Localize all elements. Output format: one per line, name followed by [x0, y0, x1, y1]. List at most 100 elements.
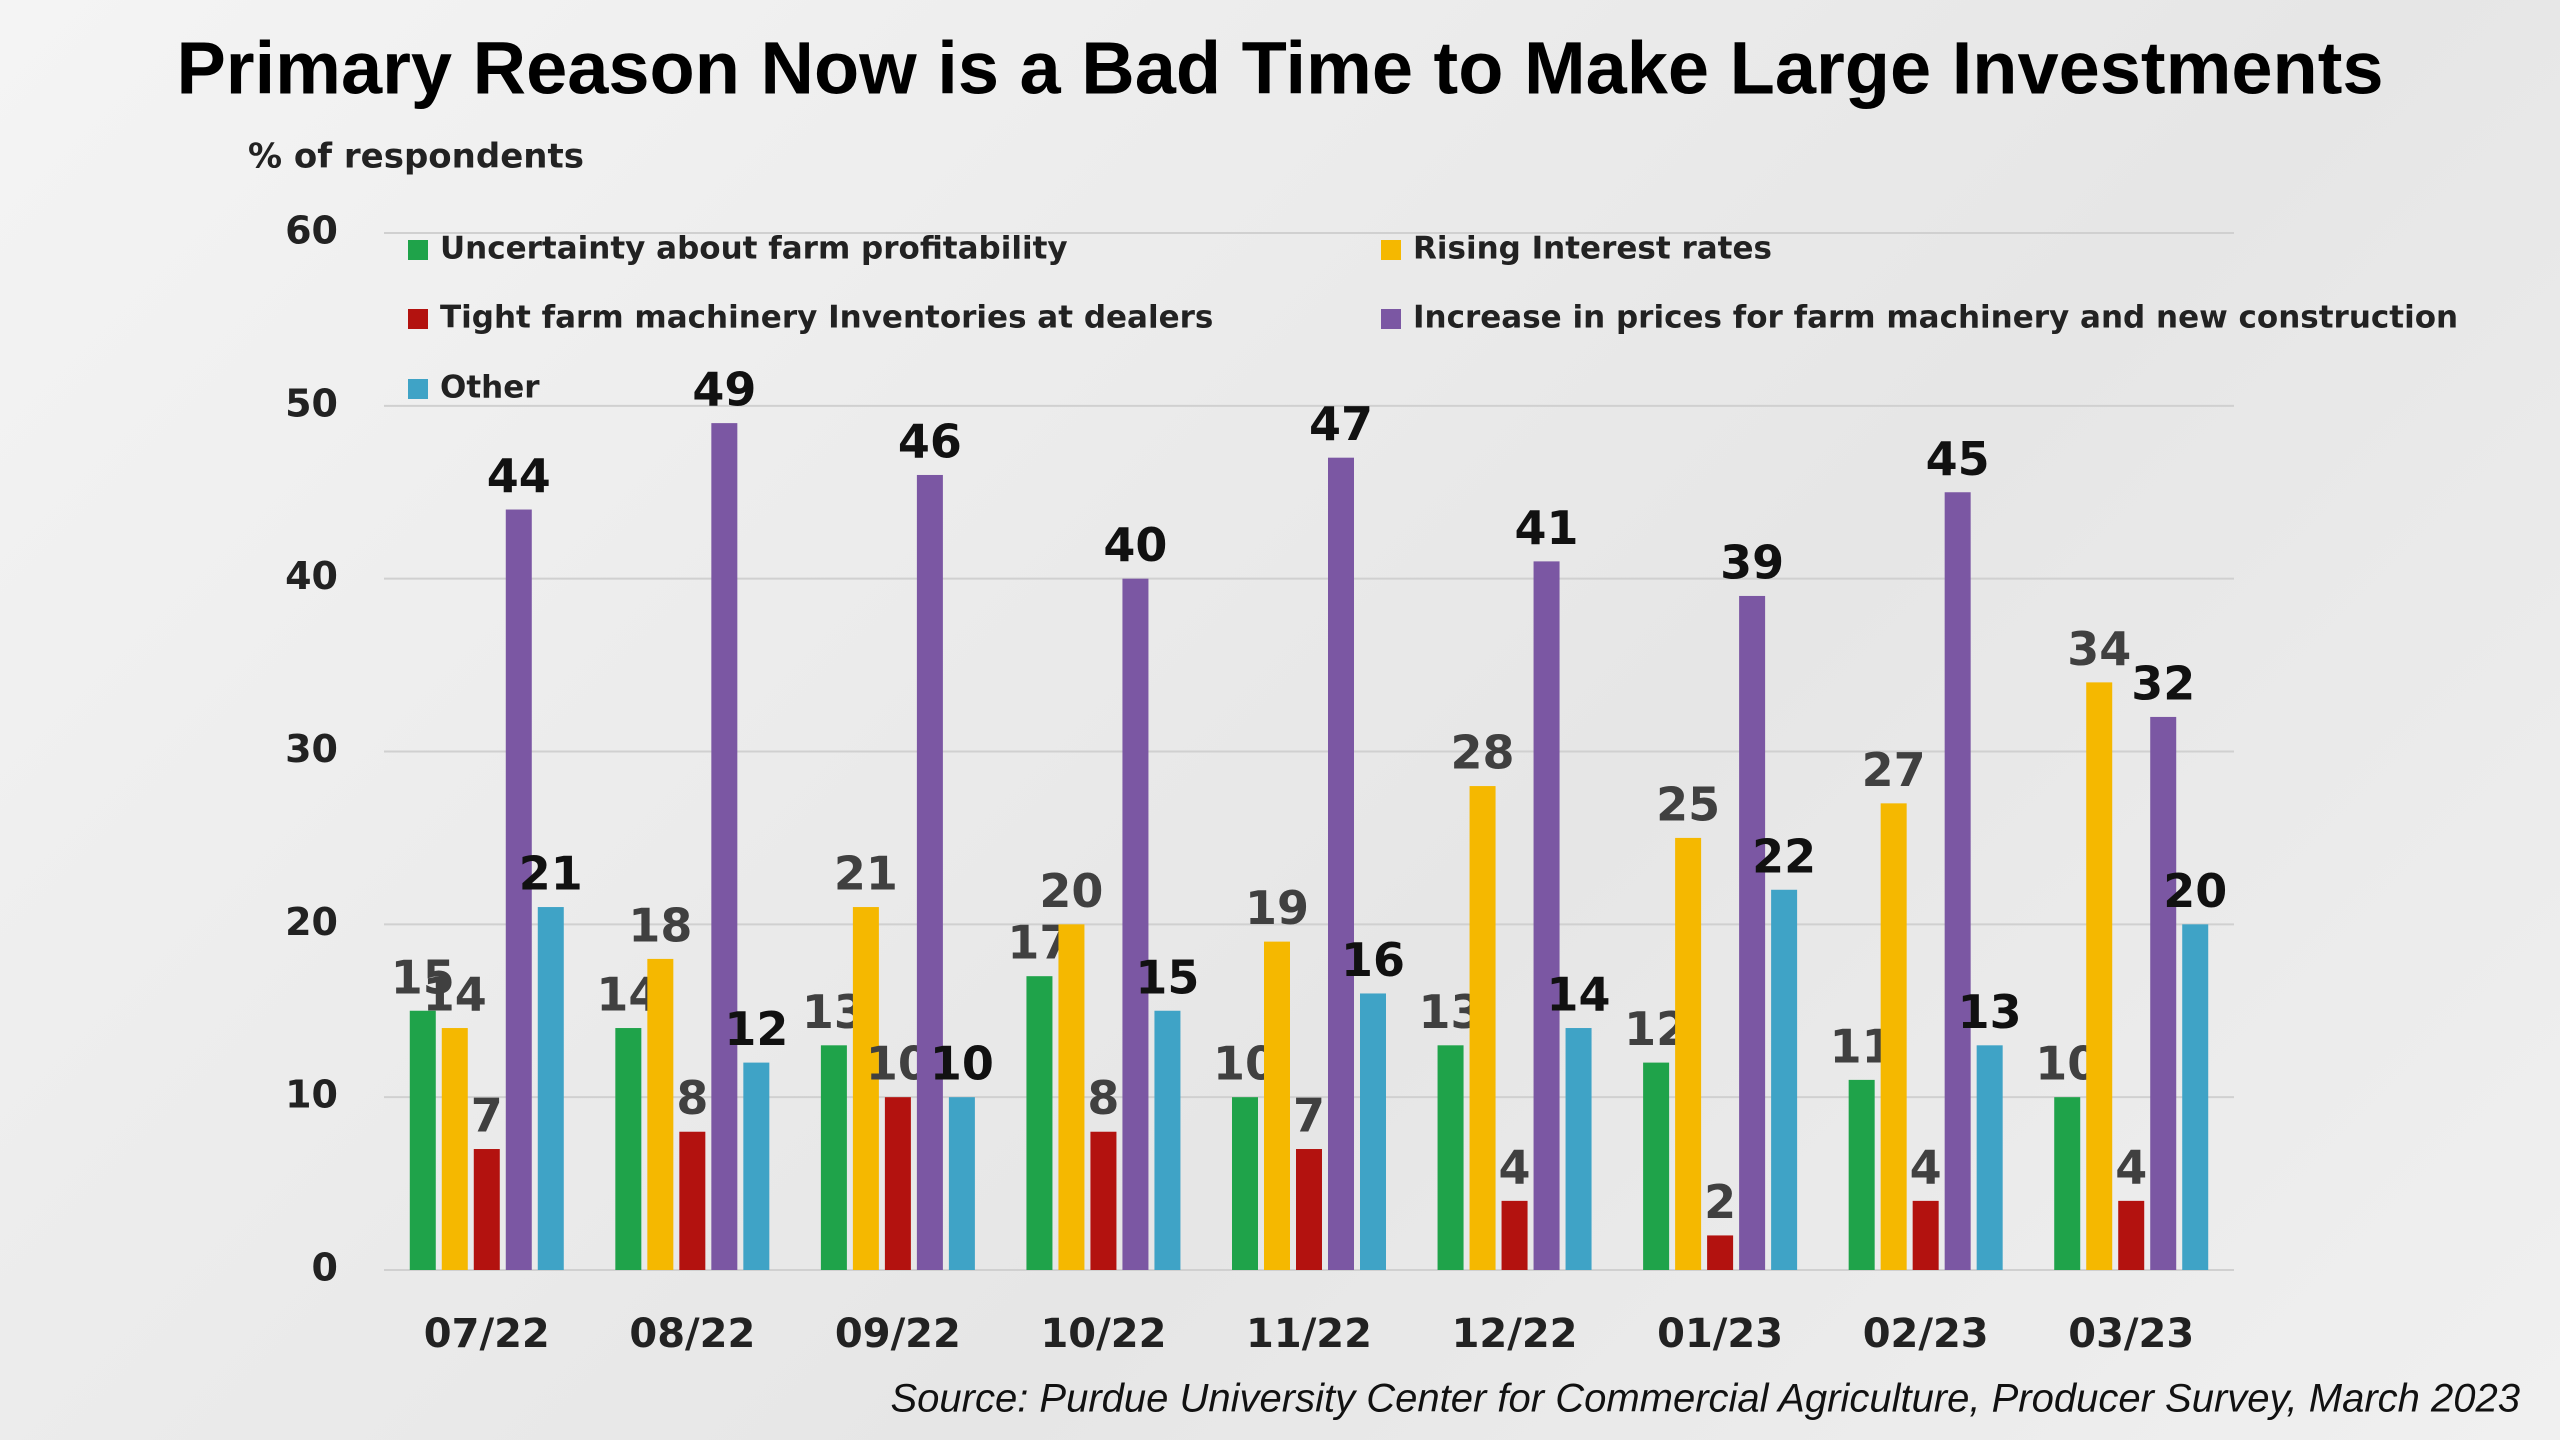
bar [1264, 941, 1290, 1270]
y-tick-label: 50 [285, 381, 338, 425]
bar [2150, 716, 2177, 1270]
data-label: 20 [2163, 864, 2227, 918]
bar [615, 1028, 642, 1270]
bar [1360, 993, 1386, 1270]
data-label: 10 [930, 1037, 994, 1091]
data-label: 15 [391, 950, 455, 1004]
x-tick-label: 10/22 [1040, 1311, 1166, 1357]
legend-label: Uncertainty about farm profitability [440, 231, 1068, 267]
data-label: 28 [1451, 726, 1515, 780]
data-label: 19 [1245, 881, 1309, 935]
legend-swatch [408, 379, 428, 399]
legend-swatch [408, 240, 428, 260]
data-label: 25 [1656, 777, 1720, 831]
data-label: 7 [1293, 1089, 1325, 1143]
bar [1880, 803, 1907, 1270]
bar [1154, 1010, 1181, 1270]
bar [473, 1149, 500, 1270]
bar [537, 907, 564, 1270]
legend-swatch [1381, 309, 1401, 329]
bar [1565, 1028, 1592, 1270]
x-tick-label: 07/22 [424, 1311, 550, 1357]
data-label: 18 [628, 898, 692, 952]
bar [1058, 924, 1085, 1270]
data-label: 21 [834, 847, 898, 901]
legend-swatch [1381, 240, 1401, 260]
data-label: 39 [1720, 535, 1784, 589]
bar [1296, 1149, 1322, 1270]
bar [1976, 1045, 2003, 1270]
y-tick-label: 0 [312, 1246, 338, 1290]
bar [1437, 1045, 1464, 1270]
data-label: 20 [1039, 864, 1103, 918]
data-label: 27 [1862, 743, 1926, 797]
bar [884, 1097, 911, 1270]
data-label: 8 [676, 1071, 708, 1125]
y-tick-label: 20 [285, 900, 338, 944]
bar [679, 1131, 706, 1270]
bar [1122, 578, 1149, 1270]
data-label: 4 [1499, 1140, 1531, 1194]
bar [441, 1028, 468, 1270]
data-label: 4 [1910, 1140, 1942, 1194]
bar [1675, 837, 1702, 1270]
x-tick-label: 11/22 [1246, 1311, 1372, 1357]
bar [1090, 1131, 1117, 1270]
y-tick-label: 40 [285, 554, 338, 598]
bar [409, 1010, 436, 1270]
bar [711, 423, 738, 1270]
bar [1707, 1235, 1734, 1270]
data-label: 32 [2131, 656, 2195, 710]
chart-title: Primary Reason Now is a Bad Time to Make… [176, 27, 2383, 110]
legend-swatch [408, 309, 428, 329]
legend-label: Increase in prices for farm machinery an… [1413, 300, 2458, 336]
bar [2054, 1097, 2081, 1270]
data-label: 47 [1309, 397, 1373, 451]
y-tick-label: 10 [285, 1073, 338, 1117]
legend-label: Rising Interest rates [1413, 231, 1772, 267]
data-label: 40 [1103, 518, 1167, 572]
bar [1232, 1097, 1258, 1270]
bar [1771, 889, 1798, 1270]
bar [505, 509, 532, 1270]
y-tick-label: 60 [285, 209, 338, 253]
data-label: 14 [1547, 968, 1611, 1022]
data-label: 13 [1958, 985, 2022, 1039]
bar [1912, 1200, 1939, 1270]
bar [948, 1097, 975, 1270]
legend-label: Other [440, 370, 540, 406]
bar [1944, 492, 1971, 1270]
bar [1739, 595, 1766, 1270]
x-tick-label: 02/23 [1863, 1311, 1989, 1357]
x-tick-label: 01/23 [1657, 1311, 1783, 1357]
x-tick-label: 12/22 [1452, 1311, 1578, 1357]
bar [1328, 457, 1354, 1270]
y-tick-label: 30 [285, 727, 338, 771]
y-axis-label: % of respondents [248, 137, 584, 177]
data-label: 16 [1341, 933, 1405, 987]
data-label: 14 [423, 968, 487, 1022]
bar [852, 907, 879, 1270]
data-label: 34 [2067, 622, 2131, 676]
data-label: 2 [1704, 1175, 1736, 1229]
data-label: 44 [487, 449, 551, 503]
bar [916, 474, 943, 1270]
data-label: 12 [724, 1002, 788, 1056]
data-label: 49 [692, 363, 756, 417]
data-label: 15 [1135, 950, 1199, 1004]
legend-label: Tight farm machinery Inventories at deal… [440, 300, 1213, 336]
data-label: 8 [1087, 1071, 1119, 1125]
data-label: 7 [471, 1089, 503, 1143]
bar [820, 1045, 847, 1270]
data-label: 46 [898, 414, 962, 468]
bar [647, 958, 674, 1270]
bar [2118, 1200, 2145, 1270]
data-label: 21 [519, 847, 583, 901]
bar [1533, 561, 1560, 1270]
data-label: 45 [1926, 432, 1990, 486]
data-label: 41 [1515, 501, 1579, 555]
x-tick-label: 09/22 [835, 1311, 961, 1357]
x-tick-label: 08/22 [629, 1311, 755, 1357]
